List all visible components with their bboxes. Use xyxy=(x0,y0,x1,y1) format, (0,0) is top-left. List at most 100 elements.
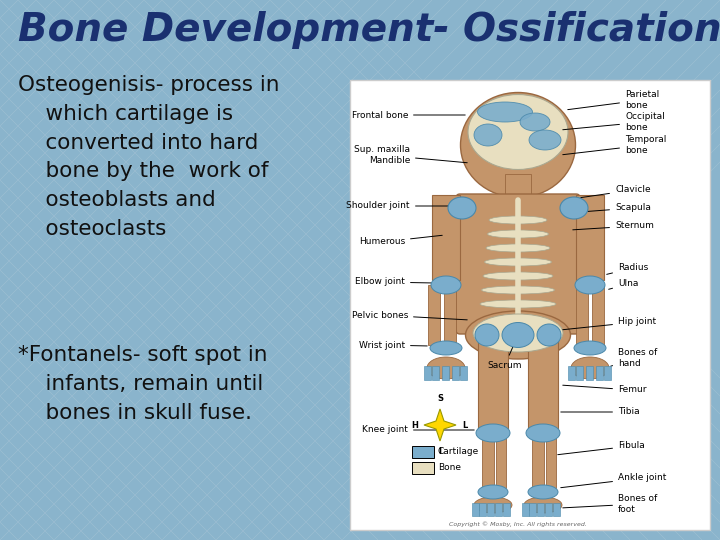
Text: Knee joint: Knee joint xyxy=(362,426,474,435)
Bar xyxy=(472,503,479,516)
FancyBboxPatch shape xyxy=(456,194,580,334)
Bar xyxy=(532,432,544,488)
Bar xyxy=(576,195,604,280)
Ellipse shape xyxy=(475,324,499,346)
Text: L: L xyxy=(462,421,467,429)
Ellipse shape xyxy=(502,322,534,348)
Ellipse shape xyxy=(477,102,533,122)
Ellipse shape xyxy=(480,300,556,308)
Bar xyxy=(432,195,460,280)
Ellipse shape xyxy=(474,124,502,146)
Bar xyxy=(444,285,456,345)
Bar xyxy=(460,366,467,380)
Ellipse shape xyxy=(473,314,563,352)
Text: Pelvic bones: Pelvic bones xyxy=(351,310,467,320)
Text: Bones of
foot: Bones of foot xyxy=(563,494,657,514)
Ellipse shape xyxy=(483,272,553,280)
Bar xyxy=(576,366,583,380)
Text: Copyright © Mosby, Inc. All rights reserved.: Copyright © Mosby, Inc. All rights reser… xyxy=(449,521,587,527)
Bar xyxy=(553,503,560,516)
Bar xyxy=(586,366,593,380)
Text: Osteogenisis- process in
    which cartilage is
    converted into hard
    bone: Osteogenisis- process in which cartilage… xyxy=(18,75,279,239)
Bar xyxy=(442,366,449,380)
Bar xyxy=(503,503,510,516)
Ellipse shape xyxy=(489,216,547,224)
Text: Sup. maxilla
Mandible: Sup. maxilla Mandible xyxy=(354,145,467,165)
Text: Parietal
bone: Parietal bone xyxy=(568,90,660,110)
Ellipse shape xyxy=(427,357,465,379)
Bar xyxy=(568,366,575,380)
Ellipse shape xyxy=(526,424,560,442)
Text: Radius: Radius xyxy=(607,264,648,274)
Text: Occipital
bone: Occipital bone xyxy=(563,112,665,132)
Text: H: H xyxy=(411,421,418,429)
Ellipse shape xyxy=(482,286,554,294)
Ellipse shape xyxy=(476,424,510,442)
Bar xyxy=(482,432,494,488)
Text: *Fontanels- soft spot in
    infants, remain until
    bones in skull fuse.: *Fontanels- soft spot in infants, remain… xyxy=(18,345,268,423)
Ellipse shape xyxy=(478,485,508,499)
Text: Sternum: Sternum xyxy=(573,221,654,231)
Ellipse shape xyxy=(574,341,606,355)
Bar xyxy=(545,503,552,516)
Ellipse shape xyxy=(468,94,568,170)
Ellipse shape xyxy=(448,197,476,219)
Ellipse shape xyxy=(431,276,461,294)
Ellipse shape xyxy=(524,497,562,513)
Bar xyxy=(478,335,508,430)
Ellipse shape xyxy=(461,92,575,198)
Ellipse shape xyxy=(528,485,558,499)
Text: Shoulder joint: Shoulder joint xyxy=(346,201,459,211)
Text: Hip joint: Hip joint xyxy=(563,318,656,330)
Text: Bone Development- Ossification: Bone Development- Ossification xyxy=(18,11,720,49)
Ellipse shape xyxy=(485,258,552,266)
Text: Ulna: Ulna xyxy=(608,280,639,289)
Bar xyxy=(350,80,710,530)
Bar xyxy=(412,462,434,474)
Text: Tibia: Tibia xyxy=(561,408,639,416)
Bar xyxy=(529,503,536,516)
Ellipse shape xyxy=(430,341,462,355)
Bar xyxy=(428,285,440,345)
Text: Femur: Femur xyxy=(563,385,647,395)
Bar xyxy=(505,174,531,202)
Bar xyxy=(576,285,588,345)
Bar xyxy=(604,366,611,380)
Polygon shape xyxy=(424,409,456,441)
Ellipse shape xyxy=(474,497,512,513)
Bar xyxy=(496,432,506,488)
Ellipse shape xyxy=(537,324,561,346)
Bar xyxy=(452,366,459,380)
Text: Temporal
bone: Temporal bone xyxy=(563,136,667,154)
Bar xyxy=(528,335,558,430)
Ellipse shape xyxy=(520,113,550,131)
Bar xyxy=(424,366,431,380)
Text: Elbow joint: Elbow joint xyxy=(355,278,432,287)
Text: S: S xyxy=(437,394,443,403)
Bar xyxy=(495,503,502,516)
Text: Cartilage: Cartilage xyxy=(438,448,480,456)
Text: I: I xyxy=(438,447,441,456)
Bar xyxy=(596,366,603,380)
Bar xyxy=(522,503,529,516)
Text: Bone: Bone xyxy=(438,463,461,472)
Text: Clavicle: Clavicle xyxy=(581,186,651,198)
Ellipse shape xyxy=(529,130,561,150)
Ellipse shape xyxy=(487,230,549,238)
Text: Sacrum: Sacrum xyxy=(487,338,522,369)
Text: Frontal bone: Frontal bone xyxy=(351,111,465,119)
Text: Scapula: Scapula xyxy=(582,204,651,213)
Bar xyxy=(592,285,604,345)
Bar xyxy=(487,503,494,516)
Ellipse shape xyxy=(575,276,605,294)
Ellipse shape xyxy=(571,357,609,379)
Bar xyxy=(546,432,556,488)
Ellipse shape xyxy=(466,311,570,359)
Ellipse shape xyxy=(560,197,588,219)
Bar xyxy=(479,503,486,516)
Bar xyxy=(537,503,544,516)
Text: Ankle joint: Ankle joint xyxy=(561,474,667,488)
Ellipse shape xyxy=(486,244,550,252)
Text: Fibula: Fibula xyxy=(558,442,644,455)
Text: Bones of
hand: Bones of hand xyxy=(611,348,657,368)
